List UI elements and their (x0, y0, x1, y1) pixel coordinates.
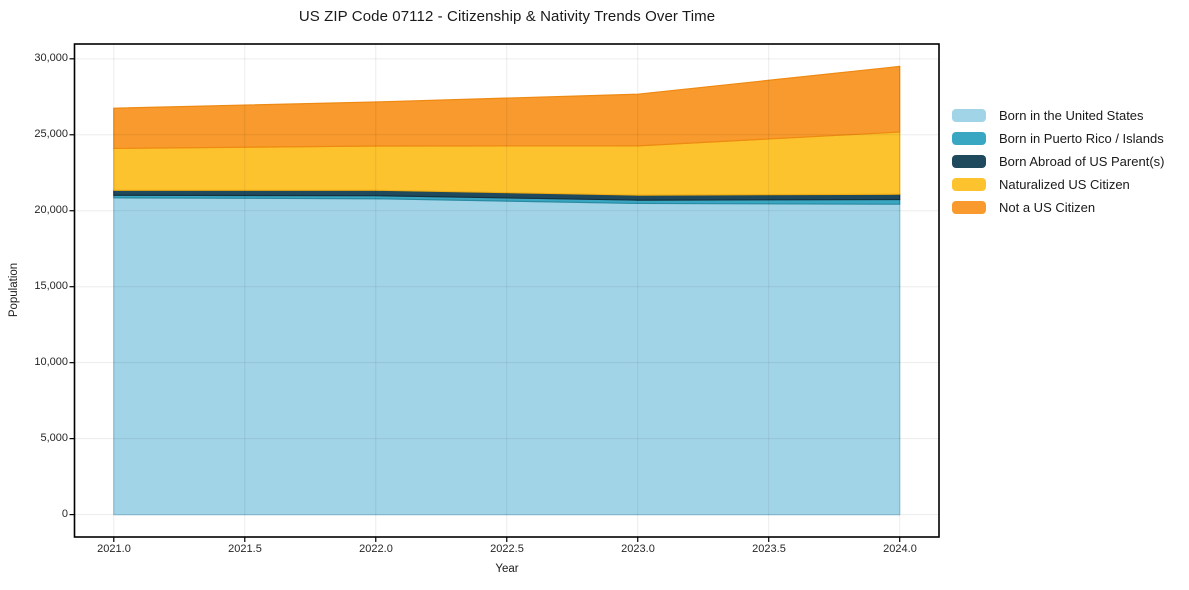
y-tick-label: 10,000 (34, 356, 68, 368)
chart-title: US ZIP Code 07112 - Citizenship & Nativi… (298, 8, 716, 25)
legend-swatch (952, 132, 986, 145)
legend-swatch (952, 155, 986, 168)
y-axis-label: Population (8, 262, 20, 318)
legend-label: Born in the United States (999, 108, 1144, 123)
legend-label: Born in Puerto Rico / Islands (999, 131, 1164, 146)
legend-label: Naturalized US Citizen (999, 177, 1130, 192)
legend-label: Born Abroad of US Parent(s) (999, 154, 1165, 169)
x-tick-label: 2023.5 (752, 543, 786, 555)
x-axis-label: Year (495, 563, 519, 575)
legend: Born in the United States Born in Puerto… (952, 104, 1164, 219)
y-tick-label: 5,000 (40, 432, 68, 444)
legend-swatch (952, 109, 986, 122)
legend-item: Born Abroad of US Parent(s) (952, 150, 1164, 173)
y-tick-label: 0 (61, 508, 68, 520)
x-tick-label: 2022.0 (359, 543, 393, 555)
legend-item: Born in the United States (952, 104, 1164, 127)
x-tick-label: 2023.0 (621, 543, 655, 555)
legend-item: Not a US Citizen (952, 196, 1164, 219)
y-tick-label: 30,000 (34, 52, 68, 64)
legend-item: Born in Puerto Rico / Islands (952, 127, 1164, 150)
y-tick-label: 15,000 (34, 280, 68, 292)
legend-swatch (952, 178, 986, 191)
legend-label: Not a US Citizen (999, 200, 1096, 215)
legend-swatch (952, 201, 986, 214)
x-tick-label: 2024.0 (883, 543, 917, 555)
y-tick-label: 25,000 (34, 128, 68, 140)
x-tick-label: 2022.5 (490, 543, 524, 555)
x-tick-label: 2021.0 (97, 543, 131, 555)
legend-item: Naturalized US Citizen (952, 173, 1164, 196)
y-tick-label: 20,000 (34, 204, 68, 216)
x-tick-label: 2021.5 (228, 543, 262, 555)
area-series (113, 65, 901, 150)
